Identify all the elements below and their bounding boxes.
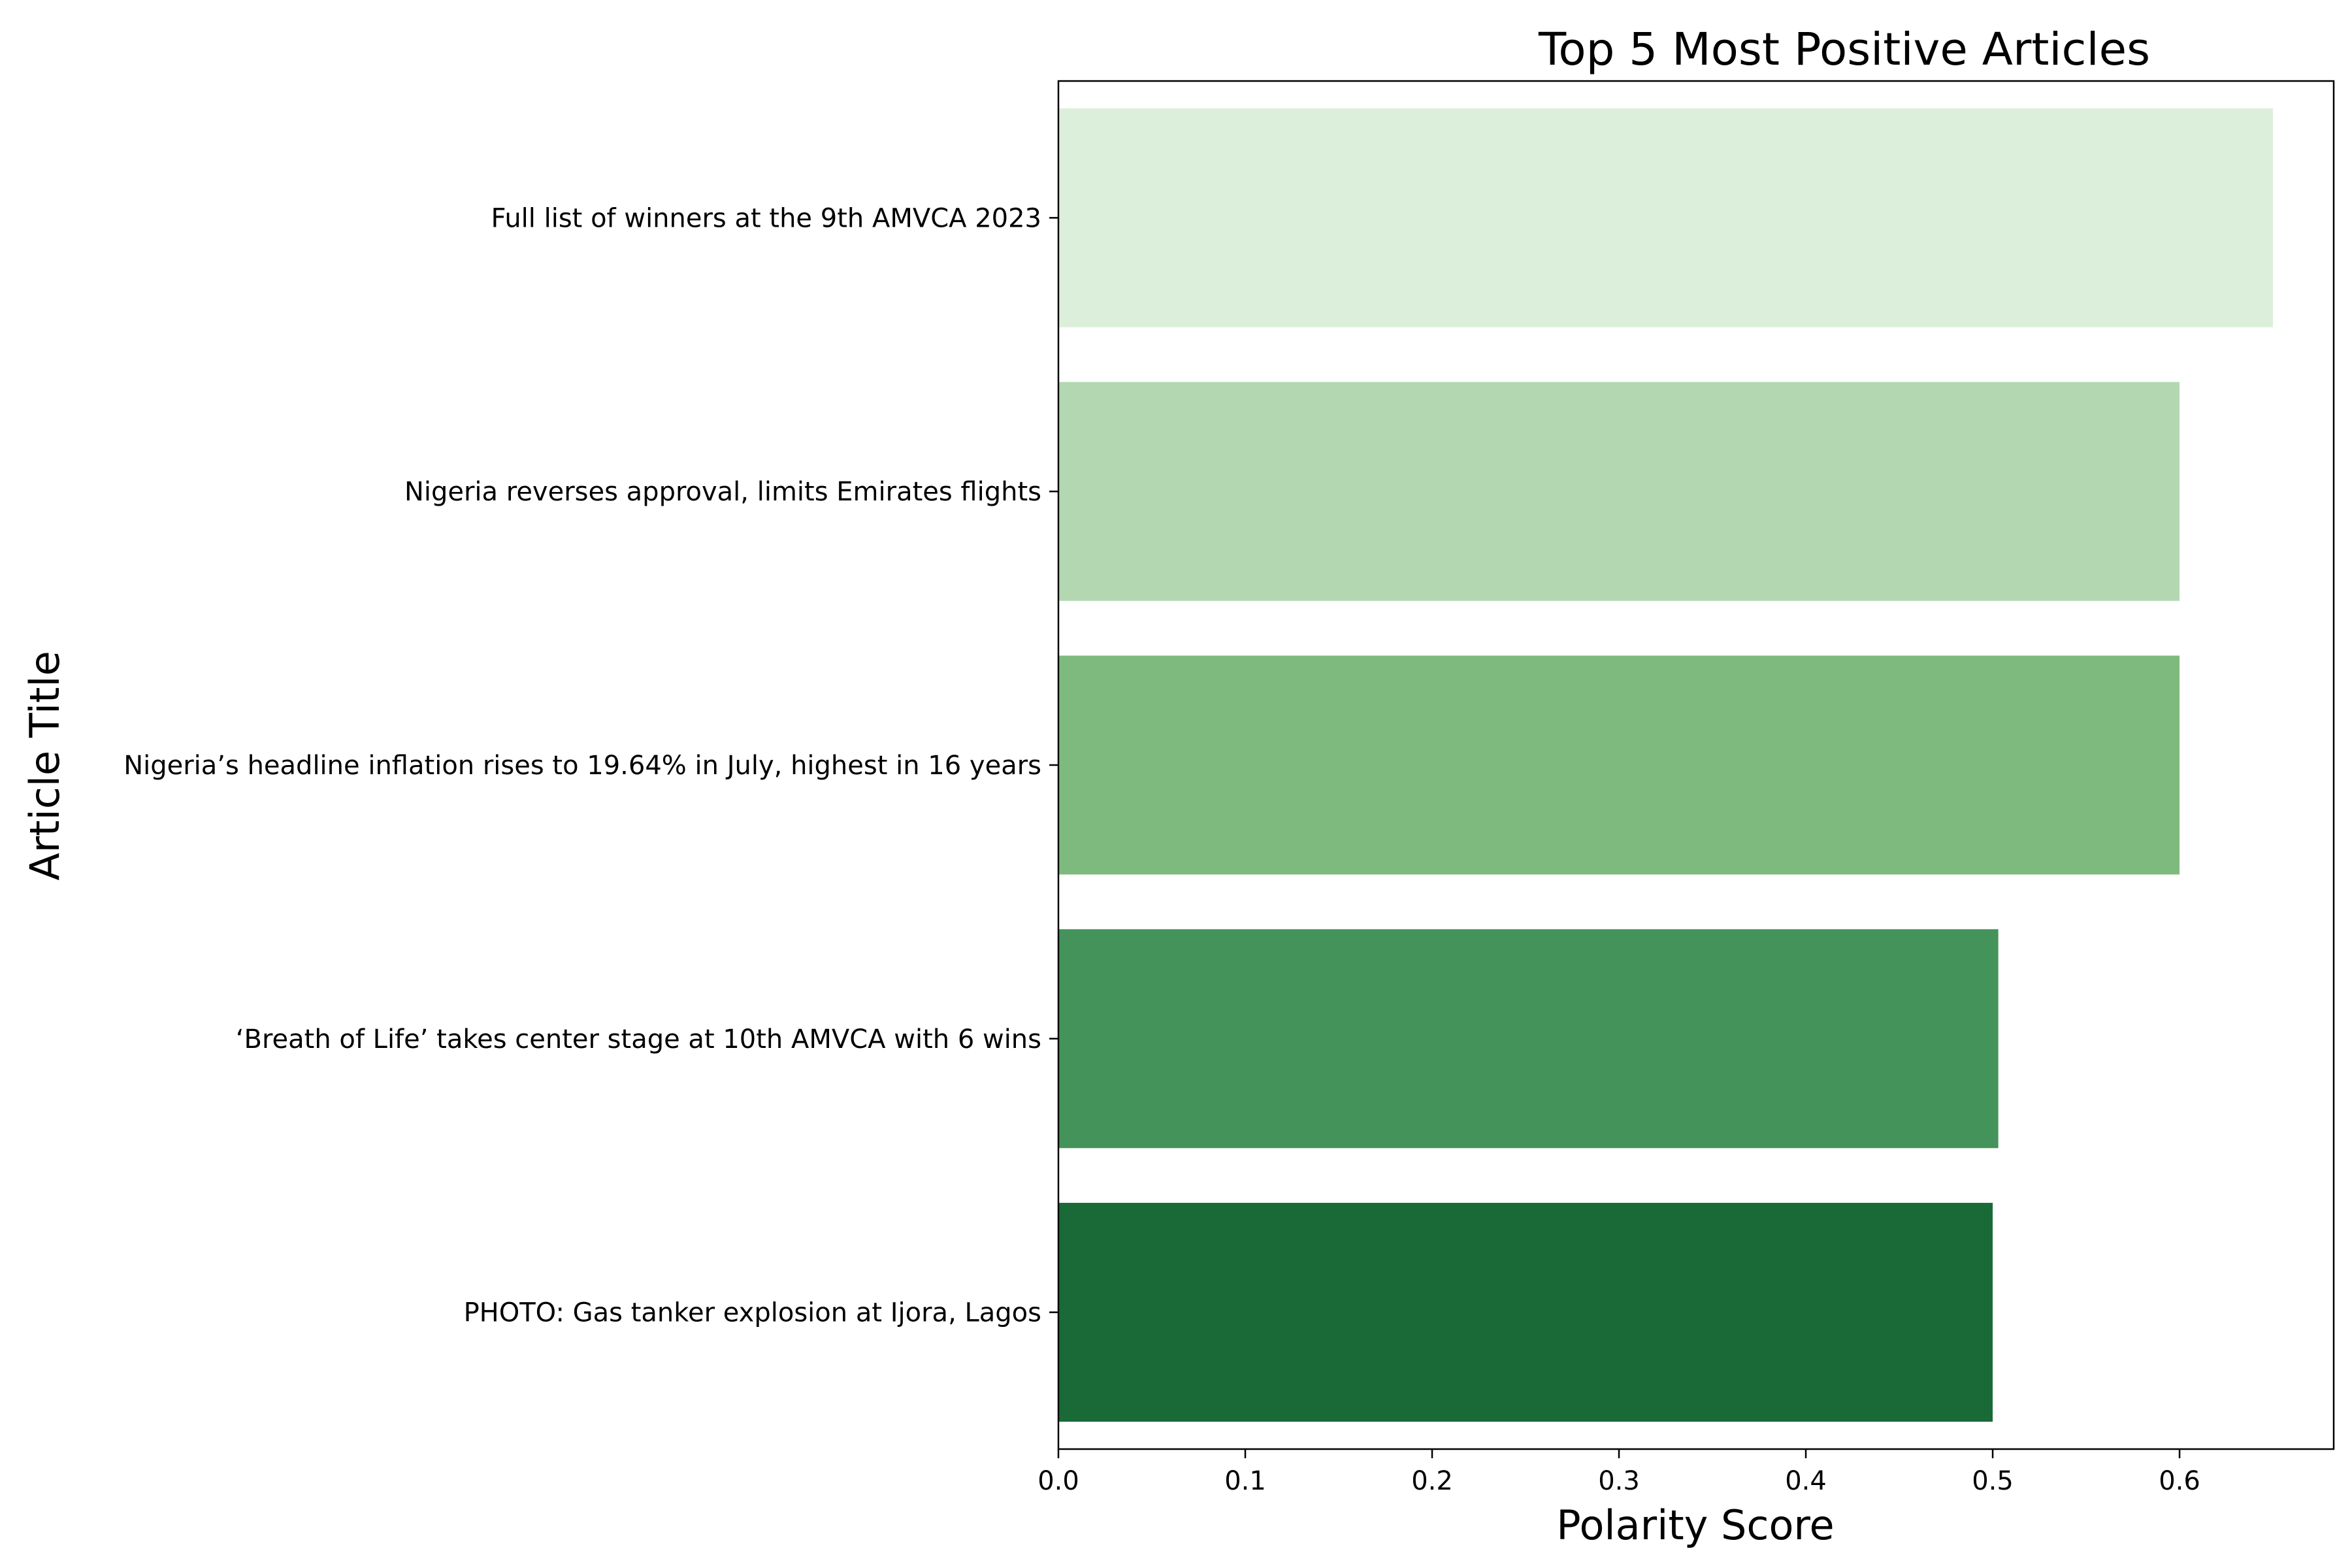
y-tick-label: Nigeria’s headline inflation rises to 19… bbox=[123, 751, 1041, 781]
bar-1 bbox=[1058, 108, 2274, 327]
y-axis-label: Article Title bbox=[21, 651, 69, 880]
y-ticks: Full list of winners at the 9th AMVCA 20… bbox=[123, 203, 1058, 1328]
plot-frame bbox=[1057, 80, 2335, 1450]
bar-2 bbox=[1058, 382, 2180, 601]
x-tick-label: 0.2 bbox=[1411, 1466, 1453, 1496]
y-tick-label: ‘Breath of Life’ takes center stage at 1… bbox=[236, 1024, 1041, 1054]
bar-3 bbox=[1058, 655, 2180, 875]
x-tick-label: 0.6 bbox=[2159, 1466, 2200, 1496]
x-tick-label: 0.3 bbox=[1598, 1466, 1640, 1496]
bars-group bbox=[1058, 108, 2274, 1422]
y-tick-label: PHOTO: Gas tanker explosion at Ijora, La… bbox=[464, 1298, 1041, 1328]
y-tick-label: Nigeria reverses approval, limits Emirat… bbox=[404, 477, 1041, 507]
chart-title: Top 5 Most Positive Articles bbox=[1538, 24, 2150, 76]
x-ticks: 0.0 0.1 0.2 0.3 0.4 0.5 0.6 bbox=[1037, 1449, 2200, 1496]
x-tick-label: 0.0 bbox=[1037, 1466, 1079, 1496]
y-tick-label: Full list of winners at the 9th AMVCA 20… bbox=[491, 203, 1042, 233]
bar-4 bbox=[1058, 929, 1999, 1149]
x-tick-label: 0.4 bbox=[1785, 1466, 1827, 1496]
x-axis-label: Polarity Score bbox=[1556, 1501, 1834, 1549]
bar-5 bbox=[1058, 1203, 1993, 1422]
x-tick-label: 0.5 bbox=[1972, 1466, 2014, 1496]
x-tick-label: 0.1 bbox=[1224, 1466, 1266, 1496]
